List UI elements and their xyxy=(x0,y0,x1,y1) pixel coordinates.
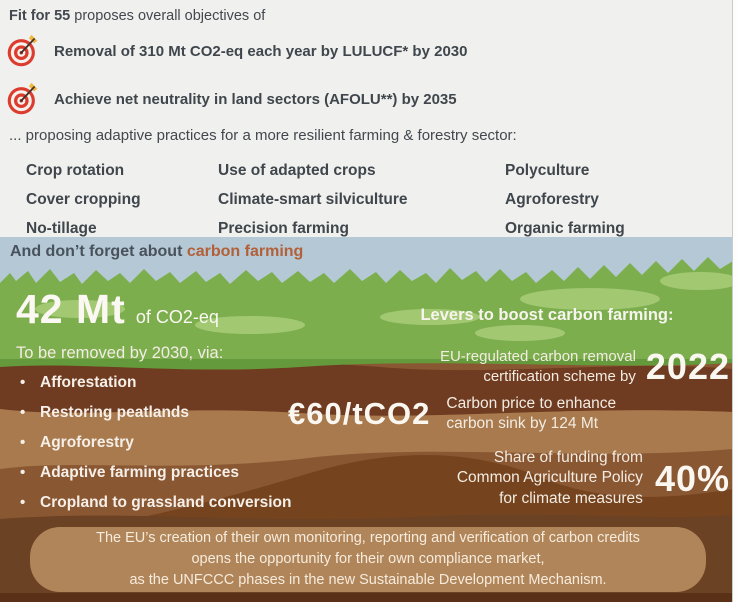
intro-title: Fit for 55 xyxy=(9,8,71,24)
footer-note: The EU’s creation of their own monitorin… xyxy=(30,527,706,592)
footer-line: The EU’s creation of their own monitorin… xyxy=(96,529,640,546)
objective-text: Removal of 310 Mt CO2-eq each year by LU… xyxy=(54,42,468,60)
lever-label: Carbon price to enhance carbon sink by 1… xyxy=(446,395,617,433)
practice-item: Precision farming xyxy=(218,220,349,237)
practice-item: Agroforestry xyxy=(505,191,599,208)
carbon-farming-highlight: carbon farming xyxy=(186,243,304,260)
list-item: Restoring peatlands xyxy=(18,398,292,428)
intro-line: Fit for 55 proposes overall objectives o… xyxy=(9,8,265,24)
practice-item: Climate-smart silviculture xyxy=(218,191,408,208)
lever-cap-funding: Share of funding from Common Agriculture… xyxy=(408,448,730,509)
lever-label: Share of funding from Common Agriculture… xyxy=(456,449,643,507)
amount-value: 42 Mt xyxy=(16,286,126,332)
lever-value: €60/tCO2 xyxy=(288,396,431,432)
sky-note: And don’t forget about carbon farming xyxy=(10,243,303,261)
practice-item: Cover cropping xyxy=(26,191,141,208)
practice-item: Use of adapted crops xyxy=(218,162,376,179)
practices-column: Use of adapted crops Climate-smart silvi… xyxy=(218,156,408,243)
footer-line: opens the opportunity for their own comp… xyxy=(191,550,545,567)
practices-column: Polyculture Agroforestry Organic farming xyxy=(505,156,625,243)
removal-intro: To be removed by 2030, via: xyxy=(16,344,224,362)
footer-line: as the UNFCCC phases in the new Sustaina… xyxy=(129,572,607,588)
removal-list: Afforestation Restoring peatlands Agrofo… xyxy=(18,368,292,518)
practice-item: No-tillage xyxy=(26,220,97,237)
list-item: Adaptive farming practices xyxy=(18,458,292,488)
amount-unit: of CO2-eq xyxy=(135,307,219,327)
sky-note-prefix: And don’t forget about xyxy=(10,243,187,260)
list-item: Agroforestry xyxy=(18,428,292,458)
practices-column: Crop rotation Cover cropping No-tillage xyxy=(26,156,141,243)
right-edge-strip xyxy=(732,0,737,602)
objective-row: Removal of 310 Mt CO2-eq each year by LU… xyxy=(6,34,467,68)
list-item: Afforestation xyxy=(18,368,292,398)
intro-rest: proposes overall objectives of xyxy=(70,8,266,24)
list-item: Cropland to grassland conversion xyxy=(18,488,292,518)
lever-label: EU-regulated carbon removal certificatio… xyxy=(439,348,636,385)
practice-item: Crop rotation xyxy=(26,162,125,179)
removal-amount: 42 Mt of CO2-eq xyxy=(16,286,219,333)
levers-title: Levers to boost carbon farming: xyxy=(420,306,674,324)
practice-item: Polyculture xyxy=(505,162,590,179)
target-icon xyxy=(7,34,38,67)
objectives-section: Fit for 55 proposes overall objectives o… xyxy=(0,0,733,238)
practice-item: Organic farming xyxy=(505,220,625,237)
adaptive-practices-line: ... proposing adaptive practices for a m… xyxy=(9,127,517,144)
lever-carbon-price: €60/tCO2 Carbon price to enhance carbon … xyxy=(288,394,616,435)
lever-value: 40% xyxy=(654,457,730,499)
objective-text: Achieve net neutrality in land sectors (… xyxy=(54,90,457,108)
lever-certification: EU-regulated carbon removal certificatio… xyxy=(392,346,730,388)
objective-row: Achieve net neutrality in land sectors (… xyxy=(6,82,457,116)
target-icon xyxy=(7,82,38,115)
lever-value: 2022 xyxy=(645,346,730,387)
